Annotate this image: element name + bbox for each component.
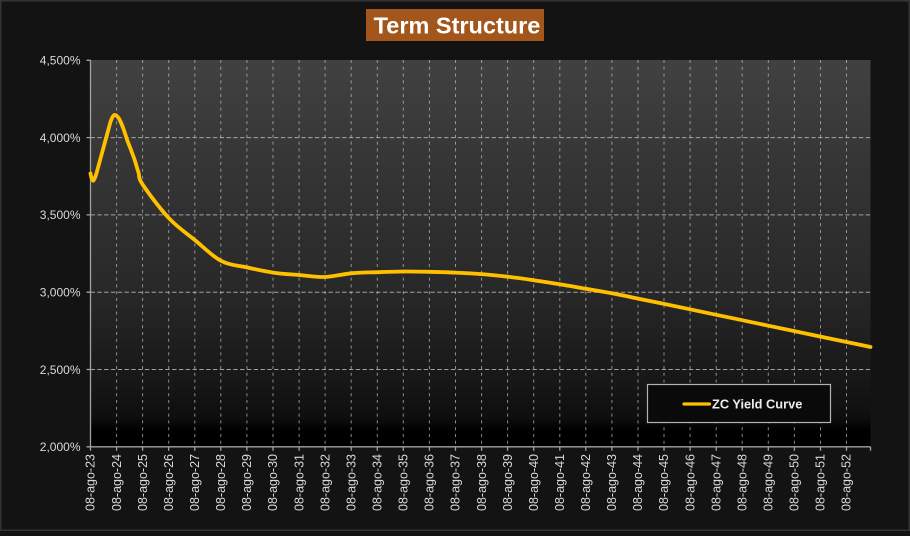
svg-text:08-ago-35: 08-ago-35 — [397, 454, 411, 511]
svg-text:08-ago-33: 08-ago-33 — [344, 454, 358, 511]
svg-text:08-ago-49: 08-ago-49 — [762, 454, 776, 511]
svg-text:4,000%: 4,000% — [40, 131, 81, 145]
svg-text:08-ago-28: 08-ago-28 — [214, 454, 228, 511]
svg-text:08-ago-39: 08-ago-39 — [501, 454, 515, 511]
svg-text:3,000%: 3,000% — [40, 286, 81, 300]
svg-text:08-ago-26: 08-ago-26 — [162, 454, 176, 511]
svg-text:08-ago-48: 08-ago-48 — [736, 454, 750, 511]
svg-text:08-ago-41: 08-ago-41 — [553, 454, 567, 511]
svg-text:3,500%: 3,500% — [40, 208, 81, 222]
svg-text:08-ago-38: 08-ago-38 — [475, 454, 489, 511]
svg-text:08-ago-42: 08-ago-42 — [579, 454, 593, 511]
svg-text:08-ago-43: 08-ago-43 — [605, 454, 619, 511]
svg-text:08-ago-27: 08-ago-27 — [188, 454, 202, 511]
svg-text:08-ago-34: 08-ago-34 — [371, 454, 385, 511]
svg-text:08-ago-44: 08-ago-44 — [631, 454, 645, 511]
svg-text:08-ago-24: 08-ago-24 — [110, 454, 124, 511]
svg-text:08-ago-36: 08-ago-36 — [423, 454, 437, 511]
svg-text:08-ago-29: 08-ago-29 — [240, 454, 254, 511]
svg-text:2,500%: 2,500% — [40, 363, 81, 377]
svg-text:Term Structure: Term Structure — [374, 13, 541, 39]
svg-text:08-ago-25: 08-ago-25 — [136, 454, 150, 511]
svg-text:4,500%: 4,500% — [40, 54, 81, 68]
svg-text:08-ago-37: 08-ago-37 — [449, 454, 463, 511]
svg-text:08-ago-47: 08-ago-47 — [709, 454, 723, 511]
svg-text:08-ago-40: 08-ago-40 — [527, 454, 541, 511]
svg-text:08-ago-31: 08-ago-31 — [292, 454, 306, 511]
svg-text:2,000%: 2,000% — [40, 440, 81, 454]
svg-text:08-ago-52: 08-ago-52 — [840, 454, 854, 511]
svg-text:08-ago-46: 08-ago-46 — [683, 454, 697, 511]
svg-text:ZC Yield Curve: ZC Yield Curve — [712, 397, 802, 412]
svg-text:08-ago-32: 08-ago-32 — [318, 454, 332, 511]
svg-text:08-ago-23: 08-ago-23 — [84, 454, 98, 511]
svg-text:08-ago-50: 08-ago-50 — [788, 454, 802, 511]
svg-text:08-ago-45: 08-ago-45 — [657, 454, 671, 511]
svg-text:08-ago-30: 08-ago-30 — [266, 454, 280, 511]
svg-text:08-ago-51: 08-ago-51 — [814, 454, 828, 511]
